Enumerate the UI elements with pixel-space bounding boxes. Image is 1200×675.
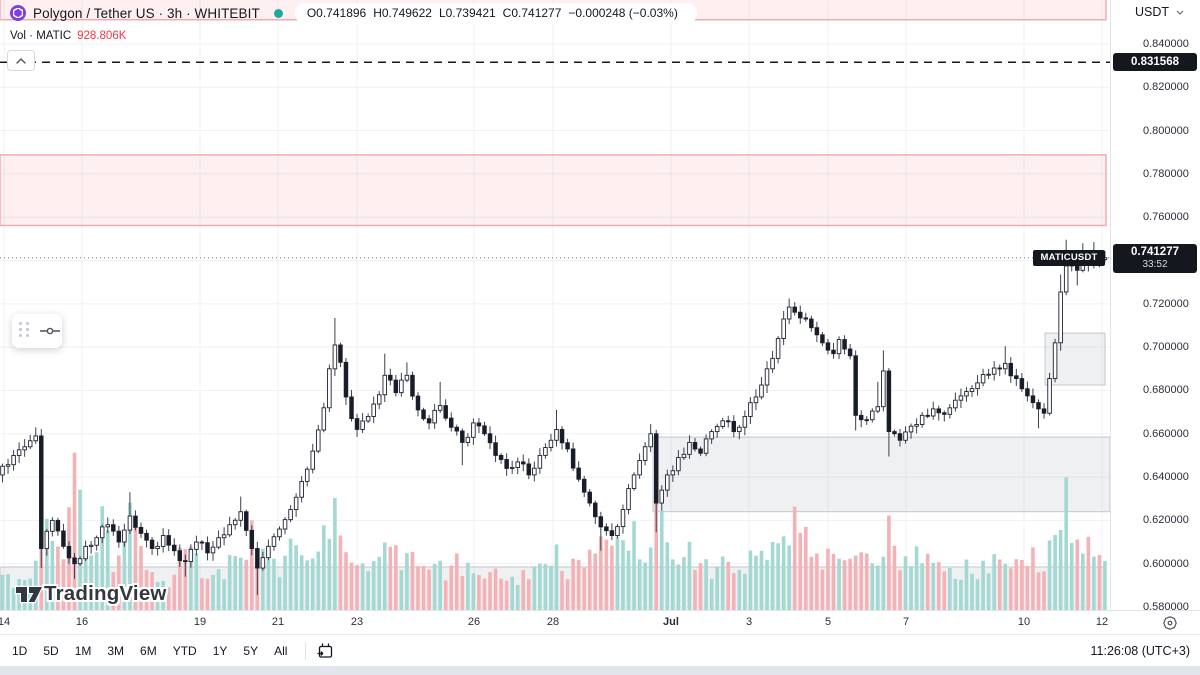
chevron-up-icon (16, 57, 26, 64)
alert-price-tag[interactable]: 0.831568 (1113, 53, 1197, 72)
time-tick-label: 5 (824, 616, 832, 628)
price-tick-label: 0.780000 (1143, 167, 1189, 180)
horizontal-line-tool-icon[interactable] (39, 325, 61, 337)
time-axis[interactable]: 14 16 19 21 23 26 28 Jul 3 5 7 10 12 (0, 610, 1200, 635)
last-price-tag: 0.741277 33:52 (1113, 243, 1197, 273)
bar-countdown: 33:52 (1142, 258, 1168, 270)
time-tick-label: 23 (350, 616, 364, 628)
range-buttons: 1D 5D 1M 3M 6M YTD 1Y 5Y All (0, 640, 295, 662)
currency-dropdown-button[interactable]: USDT (1135, 5, 1184, 19)
price-tick-label: 0.720000 (1143, 297, 1189, 310)
symbol-price-line-tag: MATICUSDT (1033, 249, 1105, 266)
polygon-glyph-icon (13, 8, 23, 18)
tradingview-logo-text: TradingView (44, 582, 167, 605)
price-tick-label: 0.700000 (1143, 341, 1189, 354)
price-tick-label: 0.620000 (1143, 514, 1189, 527)
time-tick-label: 26 (467, 616, 481, 628)
change-value: −0.000248 (−0.03%) (568, 6, 678, 20)
last-price-value: 0.741277 (1131, 245, 1179, 258)
price-tick-label: 0.760000 (1143, 211, 1189, 224)
time-tick-label: 10 (1017, 616, 1031, 628)
go-to-date-button[interactable] (316, 642, 335, 660)
range-button-3m[interactable]: 3M (107, 644, 125, 658)
time-tick-label: 12 (1095, 616, 1109, 628)
collapse-line-button[interactable] (7, 50, 35, 71)
price-tick-label: 0.640000 (1143, 471, 1189, 484)
low-value: L0.739421 (438, 6, 496, 20)
price-axis[interactable]: USDT 0.840000 0.820000 0.800000 0.780000 0.7… (1110, 0, 1200, 634)
chevron-down-icon (1176, 10, 1184, 15)
tradingview-mark-icon (14, 585, 44, 604)
ohlc-values: O0.741896 H0.749622 L0.739421 C0.741277 … (294, 2, 697, 24)
range-button-5y[interactable]: 5Y (243, 644, 259, 658)
range-button-ytd[interactable]: YTD (172, 644, 197, 658)
currency-label: USDT (1135, 5, 1170, 19)
range-button-1y[interactable]: 1Y (212, 644, 228, 658)
price-tick-label: 0.840000 (1143, 38, 1189, 50)
symbol-title[interactable]: Polygon / Tether US · 3h · WHITEBIT (33, 5, 260, 21)
price-tick-label: 0.800000 (1143, 124, 1189, 137)
volume-value: 928.806K (77, 29, 127, 42)
price-tick-label: 0.820000 (1143, 81, 1189, 94)
time-tick-label: 21 (271, 616, 285, 628)
price-tick-label: 0.680000 (1143, 384, 1189, 397)
volume-legend: Vol · MATIC 928.806K (0, 27, 126, 44)
calendar-range-icon (317, 643, 333, 658)
data-status-icon[interactable] (273, 8, 283, 18)
price-tick-label: 0.600000 (1143, 557, 1189, 570)
toolbar-divider (305, 642, 307, 660)
range-button-1d[interactable]: 1D (12, 644, 28, 658)
range-button-5d[interactable]: 5D (43, 644, 59, 658)
bottom-toolbar: 1D 5D 1M 3M 6M YTD 1Y 5Y All 11:26:08 (UTC+3) (0, 634, 1200, 667)
close-value: C0.741277 (502, 6, 562, 20)
time-tick-label: 14 (0, 616, 11, 628)
time-tick-label: 19 (193, 616, 207, 628)
range-button-all[interactable]: All (274, 644, 288, 658)
open-value: O0.741896 (306, 6, 367, 20)
time-tick-label: 28 (546, 616, 560, 628)
floating-drawing-toolbar (12, 314, 62, 348)
scale-settings-icon[interactable] (1160, 613, 1180, 633)
range-button-1m[interactable]: 1M (74, 644, 92, 658)
time-tick-label: 3 (745, 616, 753, 628)
time-tick-label: 16 (75, 616, 89, 628)
window-bottom-strip (0, 666, 1200, 675)
clock-timezone-button[interactable]: 11:26:08 (UTC+3) (1090, 644, 1190, 658)
chart-legend: Polygon / Tether US · 3h · WHITEBIT O0.7… (0, 0, 1110, 26)
price-tick-label: 0.660000 (1143, 427, 1189, 440)
tradingview-logo[interactable]: TradingView (14, 581, 167, 607)
polygon-logo-icon[interactable] (10, 5, 26, 21)
time-tick-label: 7 (902, 616, 910, 628)
time-tick-label: Jul (663, 616, 679, 628)
high-value: H0.749622 (373, 6, 432, 20)
volume-label[interactable]: Vol · MATIC (10, 29, 72, 42)
drag-handle[interactable] (19, 322, 33, 340)
range-button-6m[interactable]: 6M (140, 644, 157, 658)
